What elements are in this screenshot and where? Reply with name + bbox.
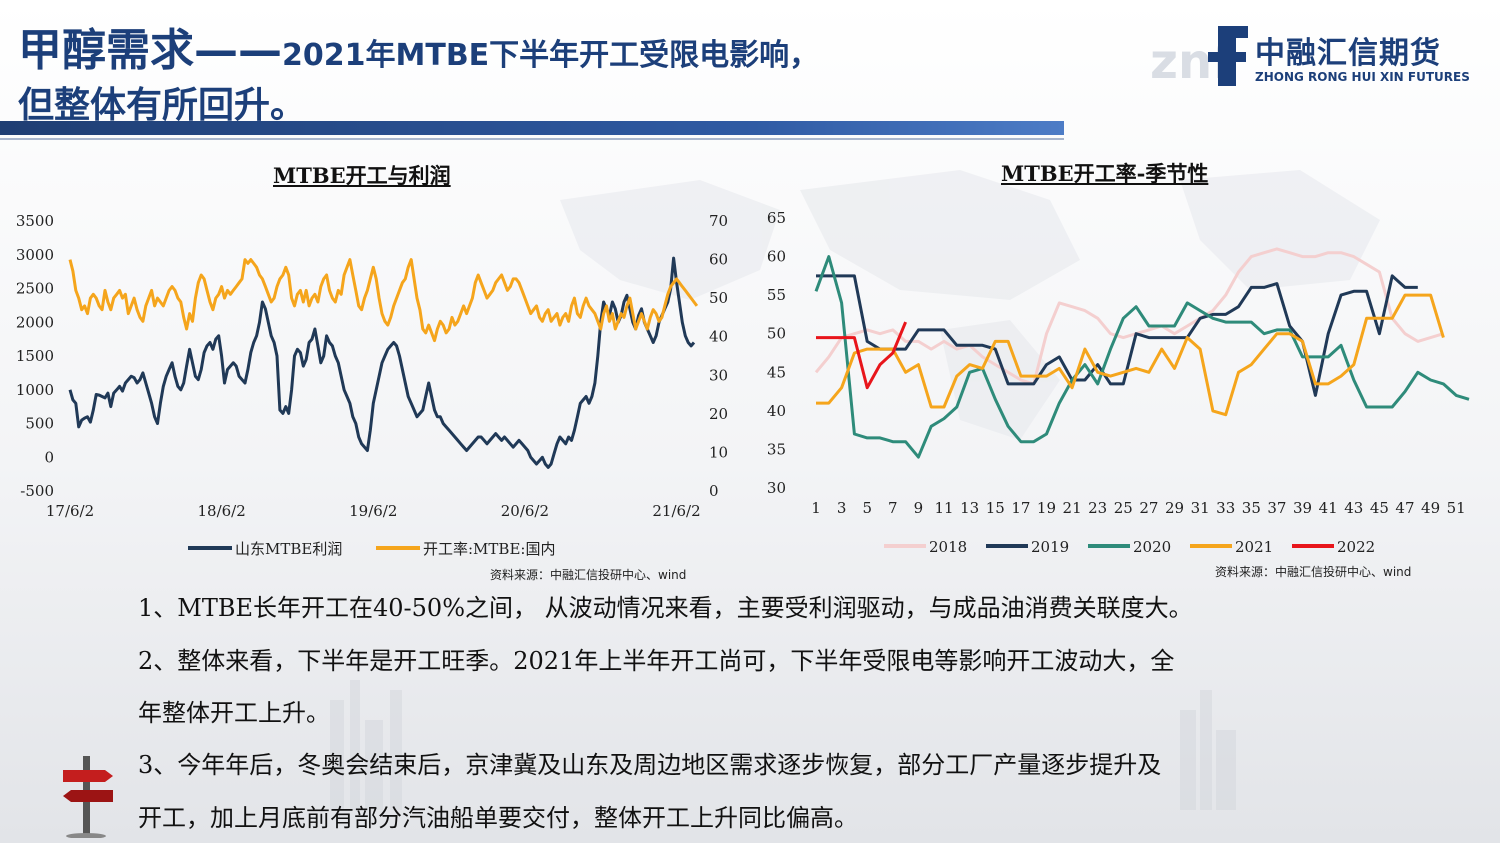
left-y-tick-label: 2000 bbox=[16, 313, 54, 331]
x-tick-label: 19/6/2 bbox=[349, 502, 397, 520]
right-y-tick-label: 60 bbox=[709, 251, 728, 269]
left-y-tick-label: 0 bbox=[44, 448, 54, 466]
x-tick-label: 20/6/2 bbox=[501, 502, 549, 520]
x-tick-label: 33 bbox=[1216, 499, 1235, 517]
x-tick-label: 5 bbox=[862, 499, 872, 517]
x-tick-label: 17/6/2 bbox=[46, 502, 94, 520]
x-tick-label: 15 bbox=[986, 499, 1005, 517]
left-y-tick-label: 500 bbox=[25, 415, 54, 433]
series-line-2021 bbox=[816, 293, 1445, 417]
left-y-tick-label: 1500 bbox=[16, 347, 54, 365]
right-y-tick-label: 30 bbox=[709, 366, 728, 384]
series-line-2022 bbox=[816, 321, 907, 390]
x-tick-label: 37 bbox=[1267, 499, 1286, 517]
page-title-line2: 但整体有所回升。 bbox=[18, 85, 307, 126]
legend-label: 2020 bbox=[1133, 538, 1171, 556]
left-chart-source: 资料来源：中融汇信投研中心、wind bbox=[490, 568, 687, 582]
x-tick-label: 41 bbox=[1319, 499, 1338, 517]
x-tick-label: 49 bbox=[1421, 499, 1440, 517]
x-tick-label: 18/6/2 bbox=[197, 502, 245, 520]
x-tick-label: 25 bbox=[1114, 499, 1133, 517]
y-tick-label: 65 bbox=[767, 209, 786, 227]
page-title-suffix: 2021年MTBE下半年开工受限电影响， bbox=[282, 38, 820, 73]
left-chart-title: MTBE开工与利润 bbox=[273, 163, 451, 188]
legend-label: 2021 bbox=[1235, 538, 1273, 556]
y-tick-label: 50 bbox=[767, 325, 786, 343]
x-tick-label: 7 bbox=[888, 499, 898, 517]
right-chart-title: MTBE开工率-季节性 bbox=[1001, 161, 1209, 186]
right-y-tick-label: 0 bbox=[709, 482, 719, 500]
y-tick-label: 55 bbox=[767, 286, 786, 304]
left-y-tick-label: -500 bbox=[20, 482, 54, 500]
x-tick-label: 19 bbox=[1037, 499, 1056, 517]
series-line-profit bbox=[68, 256, 696, 469]
left-y-tick-label: 3500 bbox=[16, 212, 54, 230]
x-tick-label: 29 bbox=[1165, 499, 1184, 517]
x-tick-label: 13 bbox=[960, 499, 979, 517]
x-tick-label: 17 bbox=[1011, 499, 1030, 517]
x-tick-label: 51 bbox=[1447, 499, 1466, 517]
y-tick-label: 45 bbox=[767, 363, 786, 381]
x-tick-label: 31 bbox=[1191, 499, 1210, 517]
page-title-prefix: 甲醇需求—— bbox=[18, 25, 282, 76]
x-tick-label: 43 bbox=[1344, 499, 1363, 517]
x-tick-label: 39 bbox=[1293, 499, 1312, 517]
x-tick-label: 9 bbox=[914, 499, 924, 517]
y-tick-label: 35 bbox=[767, 440, 786, 458]
legend-label: 山东MTBE利润 bbox=[235, 540, 342, 558]
series-line-operating-rate bbox=[68, 258, 699, 343]
x-tick-label: 1 bbox=[811, 499, 821, 517]
right-y-tick-label: 50 bbox=[709, 289, 728, 307]
x-tick-label: 21/6/2 bbox=[652, 502, 700, 520]
header-divider bbox=[0, 121, 1064, 135]
legend-label: 2018 bbox=[929, 538, 967, 556]
x-tick-label: 35 bbox=[1242, 499, 1261, 517]
left-y-tick-label: 1000 bbox=[16, 381, 54, 399]
x-tick-label: 23 bbox=[1088, 499, 1107, 517]
y-tick-label: 60 bbox=[767, 248, 786, 266]
legend-label: 开工率:MTBE:国内 bbox=[423, 540, 555, 558]
right-chart-source: 资料来源：中融汇信投研中心、wind bbox=[1215, 565, 1412, 579]
right-y-tick-label: 10 bbox=[709, 443, 728, 461]
company-name-en: ZHONG RONG HUI XIN FUTURES bbox=[1255, 70, 1470, 84]
y-tick-label: 40 bbox=[767, 402, 786, 420]
right-y-tick-label: 20 bbox=[709, 405, 728, 423]
bullet-1: 1、MTBE长年开工在40-50%之间， 从波动情况来看，主要受利润驱动，与成品… bbox=[138, 594, 1193, 622]
header-divider-thin bbox=[0, 138, 1064, 140]
y-tick-label: 30 bbox=[767, 479, 786, 497]
series-line-2018 bbox=[814, 247, 1444, 386]
bullet-2-line2: 年整体开工上升。 bbox=[138, 699, 330, 727]
company-logo-icon: znf bbox=[1150, 26, 1248, 88]
x-tick-label: 11 bbox=[934, 499, 953, 517]
company-name-cn: 中融汇信期货 bbox=[1255, 36, 1441, 71]
signpost-icon bbox=[63, 756, 113, 838]
x-tick-label: 27 bbox=[1139, 499, 1158, 517]
legend-label: 2022 bbox=[1337, 538, 1375, 556]
right-y-tick-label: 40 bbox=[709, 328, 728, 346]
x-tick-label: 45 bbox=[1370, 499, 1389, 517]
series-line-2020 bbox=[814, 255, 1470, 459]
page-title: 甲醇需求——2021年MTBE下半年开工受限电影响， bbox=[18, 14, 819, 78]
left-y-tick-label: 3000 bbox=[16, 246, 54, 264]
bullet-3-line1: 3、今年年后，冬奥会结束后，京津冀及山东及周边地区需求逐步恢复，部分工厂产量逐步… bbox=[138, 751, 1162, 779]
left-y-tick-label: 2500 bbox=[16, 280, 54, 298]
x-tick-label: 21 bbox=[1063, 499, 1082, 517]
right-y-tick-label: 70 bbox=[709, 212, 728, 230]
bullet-3-line2: 开工，加上月底前有部分汽油船单要交付，整体开工上升同比偏高。 bbox=[138, 804, 858, 832]
legend-label: 2019 bbox=[1031, 538, 1069, 556]
x-tick-label: 3 bbox=[837, 499, 847, 517]
bullet-2-line1: 2、整体来看，下半年是开工旺季。2021年上半年开工尚可，下半年受限电等影响开工… bbox=[138, 647, 1175, 675]
x-tick-label: 47 bbox=[1395, 499, 1414, 517]
